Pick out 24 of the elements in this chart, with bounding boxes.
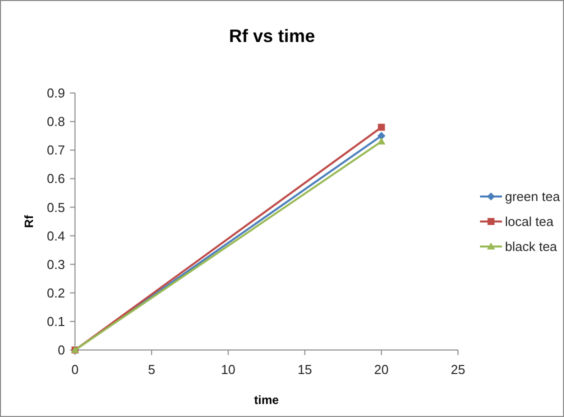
y-tick-label: 0.8 — [46, 114, 65, 130]
y-tick-label: 0.5 — [46, 200, 65, 215]
y-axis-title: Rf — [22, 214, 36, 228]
x-tick-label: 15 — [298, 362, 312, 377]
x-tick-label: 20 — [374, 362, 389, 377]
x-tick-label: 0 — [71, 362, 79, 377]
y-tick-label: 0.1 — [46, 314, 65, 329]
legend-label: black tea — [505, 239, 558, 254]
y-tick-label: 0.2 — [46, 285, 65, 300]
y-tick-label: 0.9 — [46, 86, 65, 101]
y-tick-label: 0.6 — [46, 171, 65, 186]
y-tick-label: 0.3 — [46, 256, 65, 272]
x-axis-title: time — [254, 393, 280, 407]
x-tick-label: 5 — [148, 362, 156, 377]
x-tick-label: 25 — [450, 362, 466, 377]
chart-title: Rf vs time — [228, 26, 316, 46]
legend-label: green tea — [505, 189, 561, 204]
x-tick-label: 10 — [220, 362, 236, 377]
y-tick-label: 0.7 — [46, 142, 65, 158]
y-tick-label: 0.4 — [46, 228, 65, 244]
y-tick-label: 0 — [58, 342, 65, 358]
legend-label: local tea — [505, 214, 554, 230]
point — [378, 124, 385, 131]
point — [377, 132, 386, 140]
